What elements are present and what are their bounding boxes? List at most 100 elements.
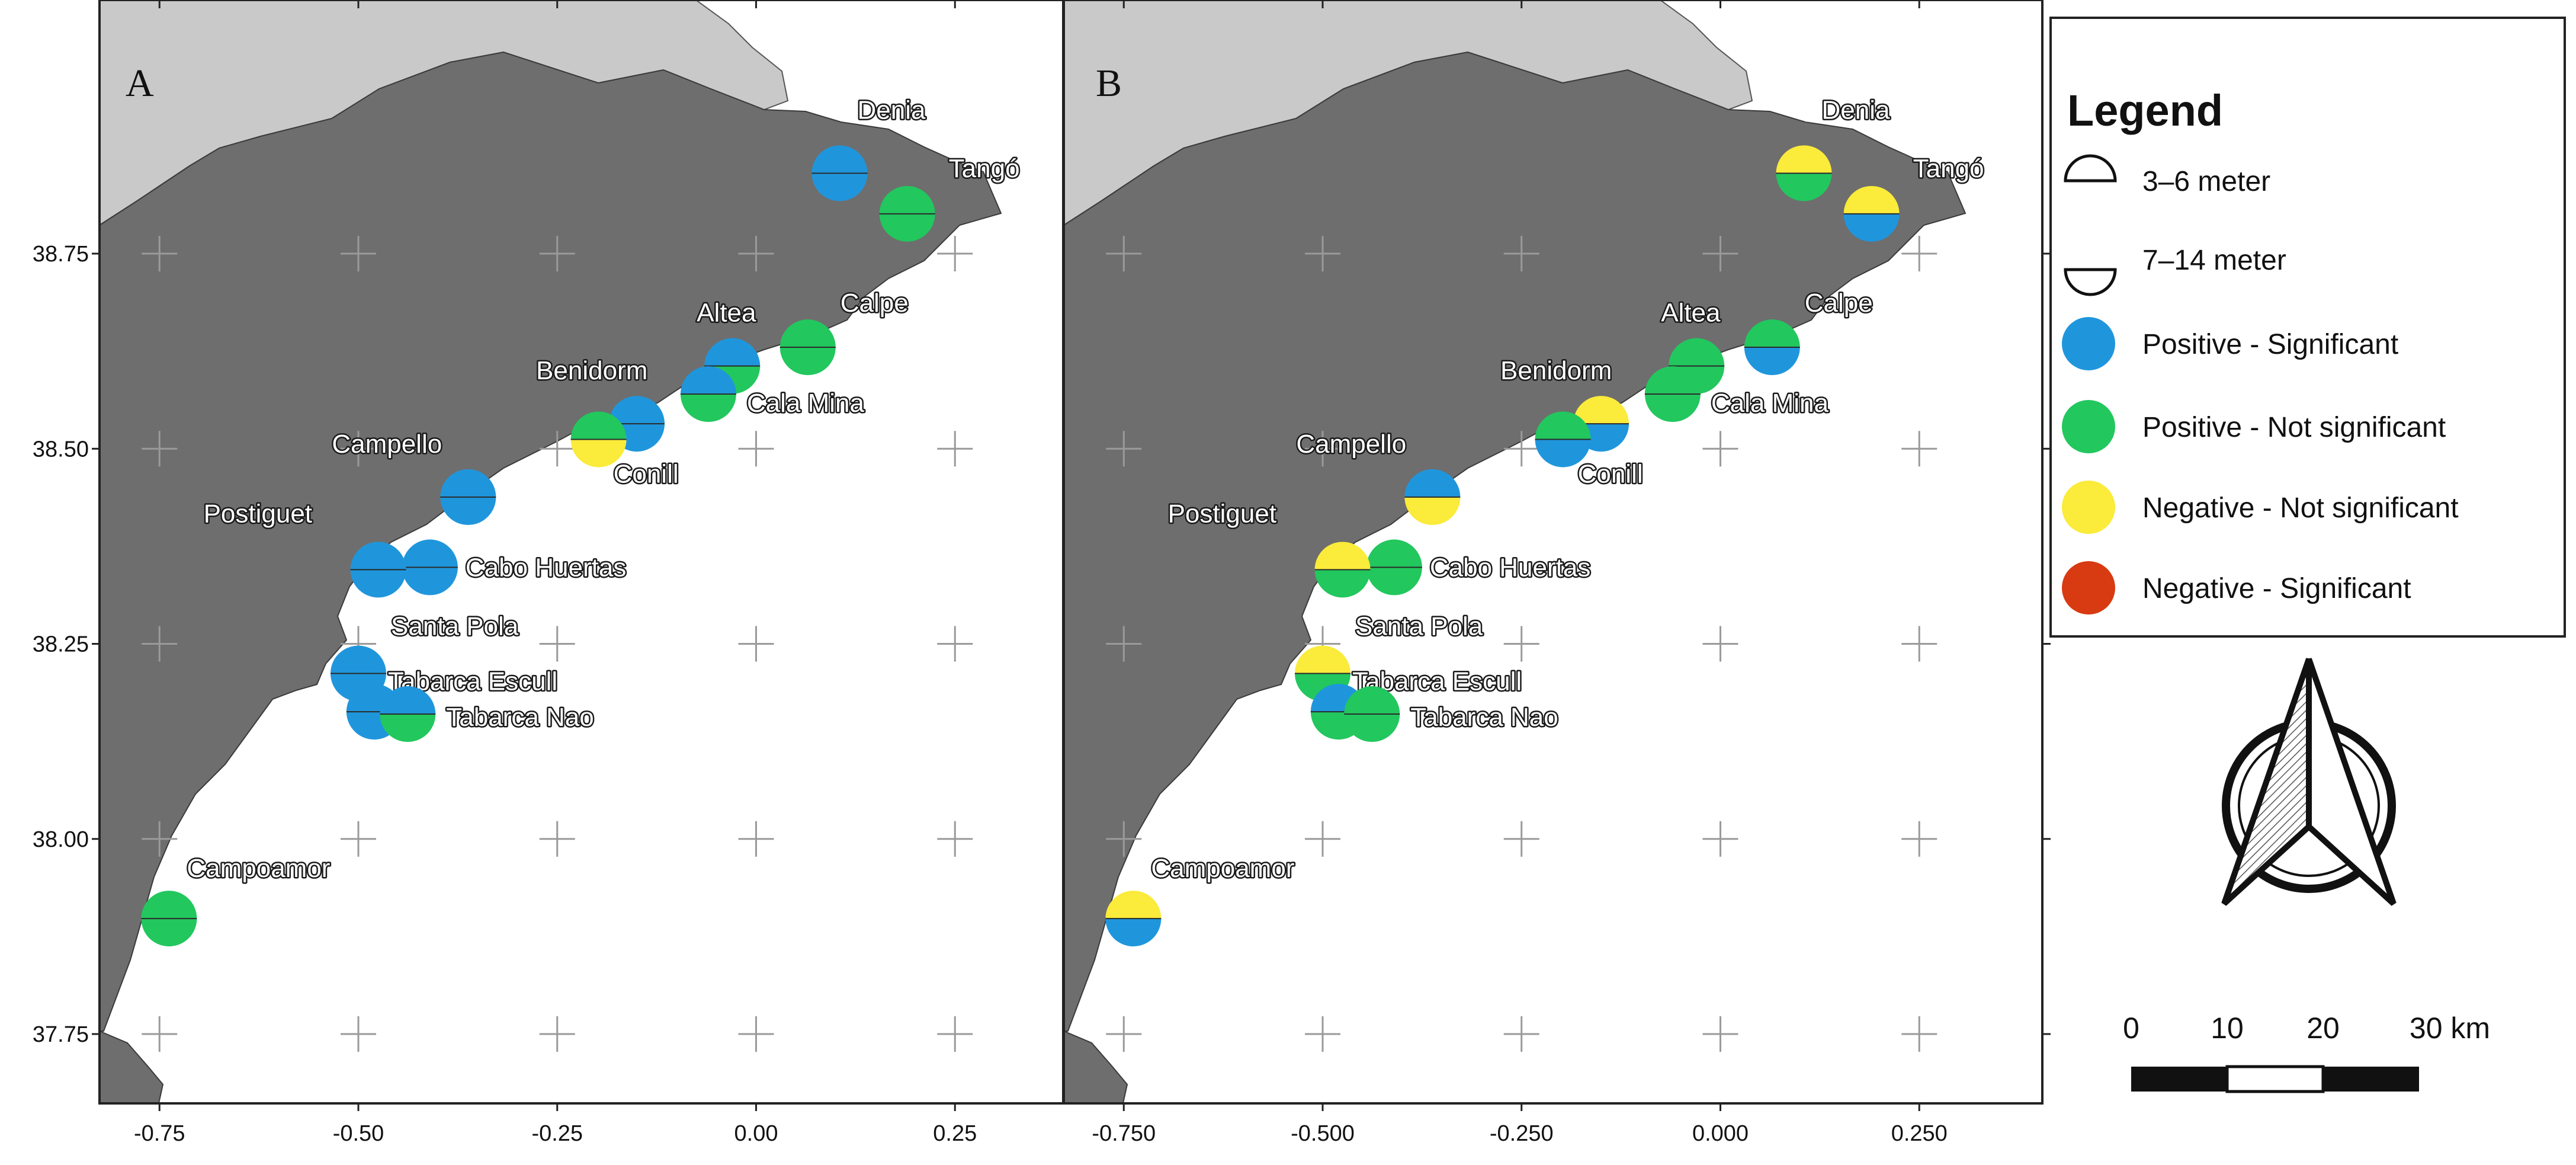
graticule-cross <box>1106 626 1142 662</box>
legend-label-positive-not-significant: Positive - Not significant <box>2142 412 2446 443</box>
land-area <box>1064 0 1967 1103</box>
north-arrow-icon <box>2221 658 2397 906</box>
site-label-denia: Denia <box>1822 95 1890 124</box>
x-tick-label: -0.25 <box>531 1121 583 1146</box>
graticule-cross <box>1901 1016 1937 1052</box>
marker-upper-half <box>1105 891 1162 919</box>
graticule-cross <box>539 821 575 857</box>
southern-coast-region <box>1064 1030 1128 1103</box>
y-tick-label: 38.00 <box>33 827 89 852</box>
graticule-cross <box>937 1016 973 1052</box>
x-tick-label: -0.75 <box>134 1121 185 1146</box>
scale-label-0: 0 <box>2123 1012 2139 1045</box>
graticule-cross <box>142 626 178 662</box>
marker-upper-half <box>811 145 868 174</box>
graticule-cross <box>1503 626 1539 662</box>
graticule-cross <box>341 821 376 857</box>
site-label-campoamor: Campoamor <box>1151 854 1294 883</box>
marker-lower-half <box>811 173 868 201</box>
graticule-cross <box>738 1016 774 1052</box>
marker-upper-half <box>440 469 496 497</box>
legend-swatch-positive-not-significant <box>2062 400 2115 453</box>
graticule-cross <box>937 821 973 857</box>
graticule-cross <box>1702 236 1738 271</box>
site-label-campello: Campello <box>332 430 442 459</box>
graticule-cross <box>1305 236 1340 271</box>
site-label-postiguet: Postiguet <box>204 499 312 528</box>
graticule-cross <box>142 1016 178 1052</box>
x-tick-label: -0.750 <box>1092 1121 1156 1146</box>
marker-lower-half <box>1105 918 1162 947</box>
graticule-cross <box>341 236 376 271</box>
site-label-denia: Denia <box>858 95 926 124</box>
marker-upper-half <box>879 185 935 214</box>
site-marker-denia <box>1776 145 1832 201</box>
graticule-cross <box>937 236 973 271</box>
graticule-cross <box>738 236 774 271</box>
marker-lower-half <box>1644 394 1701 423</box>
graticule-cross <box>1503 431 1539 467</box>
graticule-cross <box>142 236 178 271</box>
site-marker-campello <box>1404 469 1461 525</box>
legend-swatch-negative-significant <box>2062 561 2115 614</box>
marker-upper-half <box>380 686 436 715</box>
x-tick-label: -0.250 <box>1490 1121 1554 1146</box>
site-label-altea: Altea <box>697 299 756 328</box>
site-marker-campoamor <box>1105 891 1162 947</box>
graticule-cross <box>142 431 178 467</box>
site-label-santa-pola: Santa Pola <box>391 612 519 641</box>
marker-upper-half <box>779 319 836 348</box>
graticule-cross <box>539 626 575 662</box>
site-label-altea: Altea <box>1661 299 1721 328</box>
marker-lower-half <box>141 918 197 947</box>
marker-upper-half <box>680 366 736 395</box>
graticule-cross <box>1106 431 1142 467</box>
site-label-conill: Conill <box>1578 459 1643 488</box>
scale-label-30-km: 30 km <box>2410 1012 2490 1045</box>
graticule-cross <box>1106 236 1142 271</box>
marker-upper-half <box>1776 145 1832 174</box>
marker-lower-half <box>1314 569 1371 598</box>
site-marker-cabo-huertas <box>402 539 458 596</box>
legend-swatch-negative-not-significant <box>2062 481 2115 534</box>
scale-segment-3 <box>2323 1067 2419 1092</box>
graticule-cross <box>539 431 575 467</box>
site-markers: Denia Tangó Calpe Altea Cala Mina Benidorm Con… <box>141 94 1021 947</box>
panel-letter-a: A <box>126 62 154 105</box>
marker-upper-half <box>1314 542 1371 570</box>
site-marker-tabarca-nao <box>1344 686 1400 742</box>
marker-upper-half <box>1344 686 1400 715</box>
legend-depth-shallow-label: 3–6 meter <box>2142 166 2270 197</box>
marker-lower-half <box>1843 213 1900 242</box>
site-label-campoamor: Campoamor <box>187 854 330 883</box>
graticule-cross <box>1503 236 1539 271</box>
panel-letter-b: B <box>1096 62 1122 105</box>
y-tick-label: 38.50 <box>33 437 89 462</box>
legend-title: Legend <box>2067 86 2223 135</box>
panel-a-ticks: -0.75 -0.50 -0.25 0.00 0.25 37.75 38.00 38.25 38… <box>33 0 977 1146</box>
legend-label-positive-significant: Positive - Significant <box>2142 329 2398 360</box>
scale-segment-2 <box>2225 1065 2325 1093</box>
graticule-cross <box>142 821 178 857</box>
site-marker-tango <box>1843 185 1900 242</box>
marker-upper-half <box>1366 539 1422 568</box>
graticule-cross <box>738 821 774 857</box>
panel-b-ticks: -0.750 -0.500 -0.250 0.000 0.250 <box>1092 0 1948 1146</box>
graticule-crosses <box>142 236 973 1052</box>
marker-lower-half <box>779 347 836 376</box>
graticule-cross <box>341 431 376 467</box>
marker-upper-half <box>402 539 458 568</box>
graticule-cross <box>1305 1016 1340 1052</box>
upper-half-symbol-icon <box>2064 154 2117 183</box>
x-tick-label: -0.500 <box>1291 1121 1355 1146</box>
legend: Legend 3–6 meter 7–14 meter Positive - S… <box>2049 17 2566 638</box>
site-label-cabo-huertas: Cabo Huertas <box>1430 553 1590 582</box>
graticule-cross <box>738 626 774 662</box>
site-label-cala-mina: Cala Mina <box>747 389 865 418</box>
x-tick-label: 0.00 <box>734 1121 778 1146</box>
graticule-cross <box>1901 236 1937 271</box>
y-tick-label: 38.25 <box>33 632 89 657</box>
site-label-tango: Tangó <box>949 154 1020 183</box>
graticule-cross <box>539 236 575 271</box>
site-label-calpe: Calpe <box>1805 289 1873 318</box>
